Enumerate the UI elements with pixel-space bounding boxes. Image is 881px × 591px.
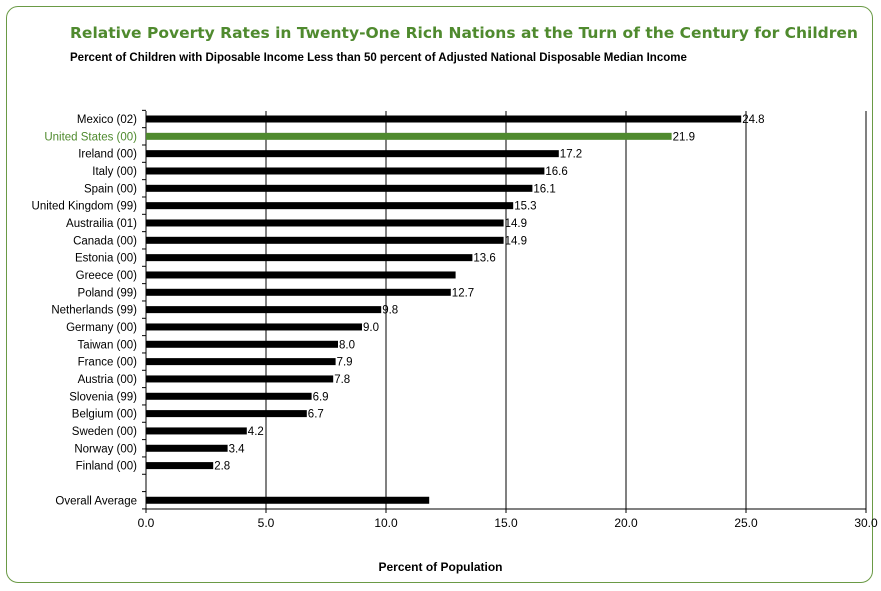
- category-label: Greece (00): [76, 270, 138, 282]
- category-label: Poland (99): [78, 287, 138, 299]
- category-label: United Kingdom (99): [32, 201, 138, 213]
- category-label: Norway (00): [74, 443, 137, 455]
- category-label: Overall Average: [55, 495, 137, 507]
- category-label: Spain (00): [84, 183, 137, 195]
- bar: [146, 427, 247, 435]
- category-label: Austrailia (01): [66, 218, 137, 230]
- data-label: 21.9: [673, 131, 695, 143]
- x-axis-label: Percent of Population: [378, 560, 503, 574]
- data-label: 24.8: [742, 114, 764, 126]
- category-label: Taiwan (00): [78, 339, 138, 351]
- x-tick-label: 15.0: [494, 516, 518, 530]
- bar: [146, 444, 228, 452]
- data-label: 16.6: [545, 166, 567, 178]
- x-tick-label: 0.0: [138, 516, 155, 530]
- data-label: 7.8: [334, 374, 350, 386]
- bar: [146, 306, 382, 314]
- data-label: 15.3: [514, 201, 536, 213]
- category-label: Italy (00): [92, 166, 137, 178]
- bar: [146, 410, 307, 418]
- chart-title: Relative Poverty Rates in Twenty-One Ric…: [70, 24, 858, 42]
- data-label: 2.8: [214, 461, 230, 473]
- category-label: Belgium (00): [72, 409, 137, 421]
- data-label: 8.0: [339, 339, 355, 351]
- category-label: Estonia (00): [75, 253, 137, 265]
- category-label: Slovenia (99): [69, 391, 137, 403]
- category-label: Sweden (00): [72, 426, 137, 438]
- category-label: United States (00): [44, 131, 137, 143]
- data-label: 6.9: [313, 391, 329, 403]
- data-label: 13.6: [473, 253, 495, 265]
- data-label: 9.8: [382, 305, 398, 317]
- category-label: Finland (00): [76, 461, 138, 473]
- data-label: 14.9: [505, 235, 527, 247]
- bar: [146, 288, 451, 296]
- category-label: Mexico (02): [77, 114, 137, 126]
- bar: [146, 496, 430, 504]
- chart-subtitle: Percent of Children with Diposable Incom…: [70, 52, 687, 64]
- bar: [146, 202, 514, 210]
- bar: [146, 184, 533, 192]
- bar: [146, 219, 504, 227]
- data-label: 3.4: [229, 443, 246, 455]
- x-tick-label: 30.0: [854, 516, 878, 530]
- x-tick-label: 25.0: [734, 516, 758, 530]
- x-tick-label: 10.0: [374, 516, 398, 530]
- x-tick-label: 5.0: [258, 516, 275, 530]
- chart-frame: [6, 6, 873, 583]
- bar: [146, 236, 504, 244]
- category-label: Austria (00): [78, 374, 138, 386]
- data-label: 12.7: [452, 287, 474, 299]
- category-label: Germany (00): [66, 322, 137, 334]
- bar: [146, 375, 334, 383]
- bar: [146, 254, 473, 262]
- bar: [146, 462, 214, 470]
- category-label: Netherlands (99): [51, 305, 137, 317]
- category-label: Ireland (00): [78, 149, 137, 161]
- data-label: 9.0: [363, 322, 379, 334]
- bar: [146, 271, 456, 279]
- data-label: 7.9: [337, 357, 353, 369]
- category-label: France (00): [78, 357, 138, 369]
- data-label: 4.2: [248, 426, 264, 438]
- bar: [146, 323, 362, 331]
- bar: [146, 167, 545, 175]
- x-tick-label: 20.0: [614, 516, 638, 530]
- bar: [146, 340, 338, 348]
- data-label: 14.9: [505, 218, 527, 230]
- category-label: Canada (00): [73, 235, 137, 247]
- bar: [146, 115, 742, 123]
- data-label: 16.1: [533, 183, 555, 195]
- bar: [146, 392, 312, 400]
- bar: [146, 358, 336, 366]
- bar: [146, 132, 672, 140]
- data-label: 17.2: [560, 149, 582, 161]
- data-label: 6.7: [308, 409, 324, 421]
- bar: [146, 150, 559, 158]
